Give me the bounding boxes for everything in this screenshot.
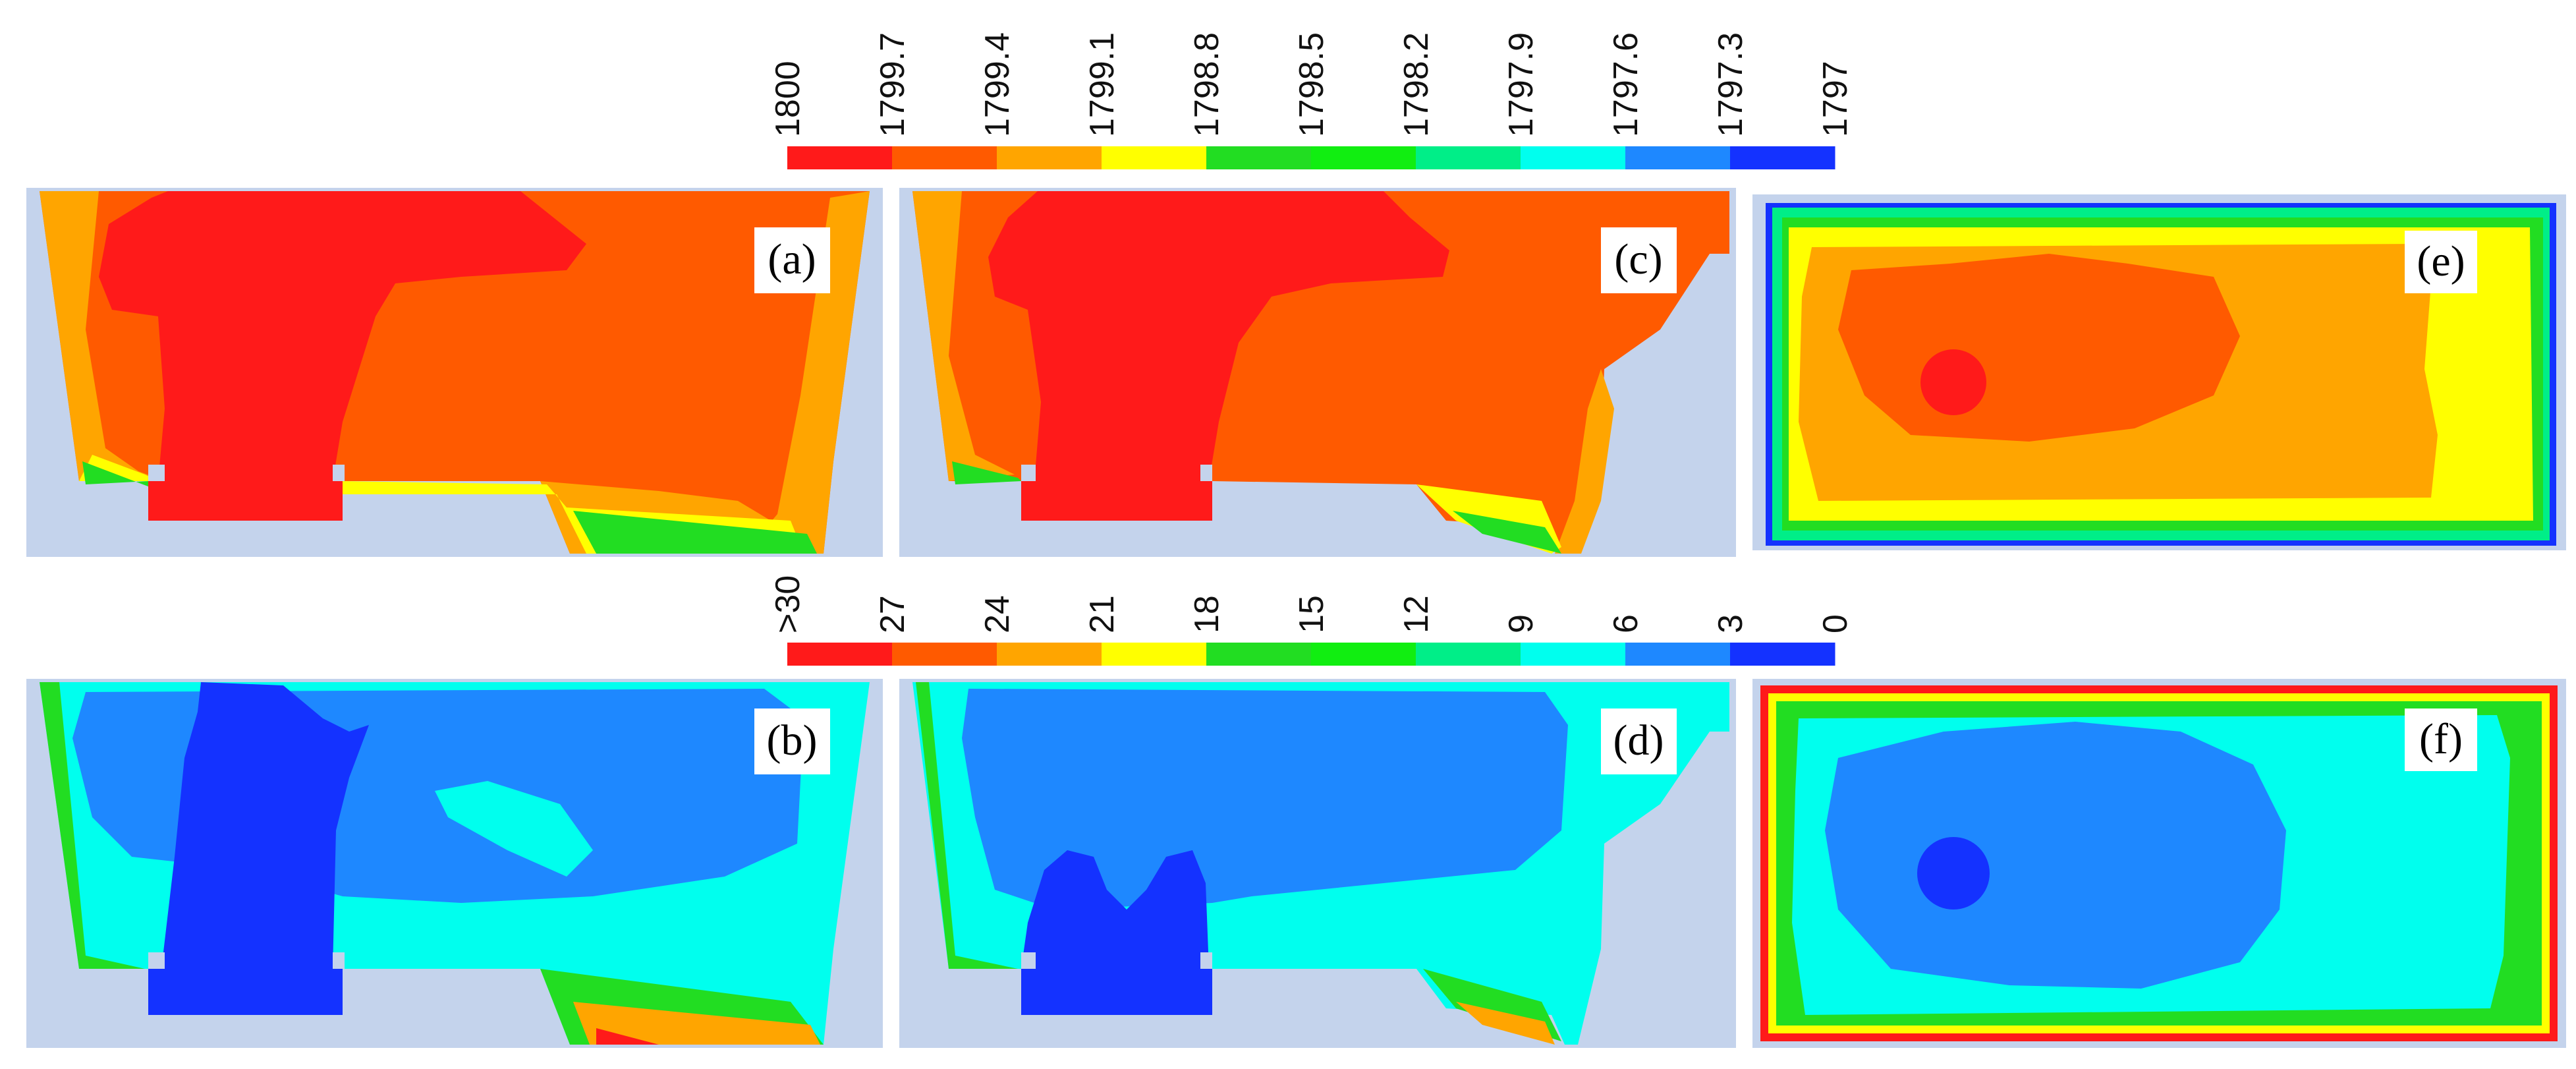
second-colorbar-swatch-4 (1206, 643, 1312, 666)
panel-f-low-spot (1917, 837, 1990, 910)
second-colorbar: >30 27 24 21 18 15 12 9 6 3 0 (769, 575, 1855, 666)
panel-f-label: (f) (2419, 715, 2463, 763)
second-colorbar-tick-label: 27 (874, 595, 912, 633)
temperature-colorbar-swatch-2 (997, 146, 1102, 169)
panel-b-label-box (754, 708, 830, 774)
temperature-colorbar-tick-label: 1797.6 (1607, 32, 1645, 137)
panel-a-right-orange (744, 191, 870, 554)
panel-c-left-notch (1021, 465, 1036, 481)
panel-d-label: (d) (1613, 716, 1664, 765)
second-colorbar-tick-label: 12 (1397, 595, 1436, 633)
second-colorbar-swatch-8 (1625, 643, 1731, 666)
temperature-colorbar-swatch-0 (787, 146, 893, 169)
second-colorbar-tick-label: 3 (1712, 614, 1750, 633)
second-colorbar-swatch-2 (997, 643, 1102, 666)
panel-e-label: (e) (2417, 237, 2465, 285)
temperature-colorbar-tick-label: 1798.8 (1188, 32, 1226, 137)
temperature-colorbar-swatch-1 (892, 146, 997, 169)
panel-c-red-plume (988, 191, 1449, 521)
panel-d-left-notch (1021, 952, 1036, 969)
second-colorbar-tick-label: 24 (978, 595, 1017, 633)
panel-a-temperature-side-view: (a) (26, 188, 883, 557)
panel-b-cyan-eddy (435, 781, 593, 877)
panel-a-left-orange (40, 191, 165, 481)
temperature-colorbar-tick-label: 1798.2 (1397, 32, 1436, 137)
panel-a-label: (a) (768, 235, 816, 283)
panel-a-left-green (82, 461, 152, 488)
second-colorbar-swatch-0 (787, 643, 893, 666)
panel-b-bottom-orange (573, 1002, 820, 1045)
panel-c-left-orange (912, 191, 1015, 481)
panel-b-left-green (40, 682, 145, 969)
panel-d-label-box (1601, 708, 1677, 774)
panel-d-blue (962, 689, 1568, 910)
panel-e-temperature-top-view: (e) (1752, 194, 2566, 550)
panel-e-hot-spot (1920, 349, 1986, 415)
panel-a-red-plume (99, 191, 586, 521)
panel-b-left-notch (148, 952, 165, 969)
second-colorbar-swatch-1 (892, 643, 997, 666)
second-colorbar-tick-label: 6 (1607, 614, 1645, 633)
panel-c-bottom-green (1453, 511, 1561, 554)
temperature-colorbar-swatch-3 (1102, 146, 1207, 169)
temperature-colorbar-tick-label: 1799.4 (978, 32, 1017, 137)
second-colorbar-tick-label: 0 (1816, 614, 1855, 633)
second-colorbar-swatch-3 (1102, 643, 1207, 666)
panel-b-bottom-red (596, 1028, 659, 1045)
temperature-colorbar-swatch-8 (1625, 146, 1731, 169)
panel-a-bottom-green (573, 511, 817, 554)
panel-c-right-notch (1200, 465, 1212, 481)
temperature-colorbar-tick-label: 1798.5 (1293, 32, 1331, 137)
second-colorbar-swatch-6 (1416, 643, 1521, 666)
panel-c-temperature-side-view: (c) (899, 188, 1736, 557)
panel-d-right-notch (1200, 952, 1212, 969)
panel-f-label-box (2405, 708, 2477, 771)
panel-d-deep-blue-lobes (1021, 850, 1212, 1015)
panel-b-side-view: (b) (26, 679, 883, 1048)
panel-a-left-notch (148, 465, 165, 481)
panel-c-label-box (1601, 227, 1677, 293)
panel-d-bottom-orange (1456, 1002, 1555, 1045)
temperature-colorbar-swatch-4 (1206, 146, 1312, 169)
temperature-colorbar-tick-label: 1799.7 (874, 32, 912, 137)
second-colorbar-swatch-7 (1521, 643, 1626, 666)
panel-c-right-orange (1555, 369, 1614, 554)
temperature-colorbar-tick-label: 1797.3 (1712, 32, 1750, 137)
panel-a-label-box (754, 227, 830, 293)
temperature-colorbar-tick-label: 1799.1 (1083, 32, 1121, 137)
second-colorbar-tick-label: 18 (1188, 595, 1226, 633)
panel-e-label-box (2405, 231, 2477, 293)
panel-b-deep-blue-column (148, 682, 369, 1015)
panel-a-right-notch (333, 465, 345, 481)
temperature-colorbar-swatch-5 (1311, 146, 1416, 169)
second-colorbar-swatch-9 (1730, 643, 1835, 666)
temperature-colorbar-tick-label: 1800 (769, 61, 807, 137)
panel-d-side-view: (d) (899, 679, 1736, 1048)
panel-f-blue (1825, 722, 2286, 989)
second-colorbar-tick-label: >30 (769, 575, 807, 633)
panel-b-label: (b) (767, 716, 818, 765)
temperature-colorbar-tick-label: 1797.9 (1502, 32, 1540, 137)
temperature-colorbar-swatch-7 (1521, 146, 1626, 169)
temperature-colorbar: 1800 1799.7 1799.4 1799.1 1798.8 1798.5 1798.2… (769, 32, 1855, 169)
second-colorbar-tick-label: 9 (1502, 614, 1540, 633)
temperature-colorbar-swatch-9 (1730, 146, 1835, 169)
panel-f-top-view: (f) (1752, 679, 2566, 1048)
panel-c-left-green (952, 461, 1021, 484)
second-colorbar-tick-label: 21 (1083, 595, 1121, 633)
temperature-colorbar-swatch-6 (1416, 146, 1521, 169)
panel-d-left-green (916, 682, 1018, 969)
panel-b-right-notch (333, 952, 345, 969)
panel-c-label: (c) (1614, 235, 1662, 283)
second-colorbar-swatch-5 (1311, 643, 1416, 666)
second-colorbar-tick-label: 15 (1293, 595, 1331, 633)
temperature-colorbar-tick-label: 1797 (1816, 61, 1855, 137)
